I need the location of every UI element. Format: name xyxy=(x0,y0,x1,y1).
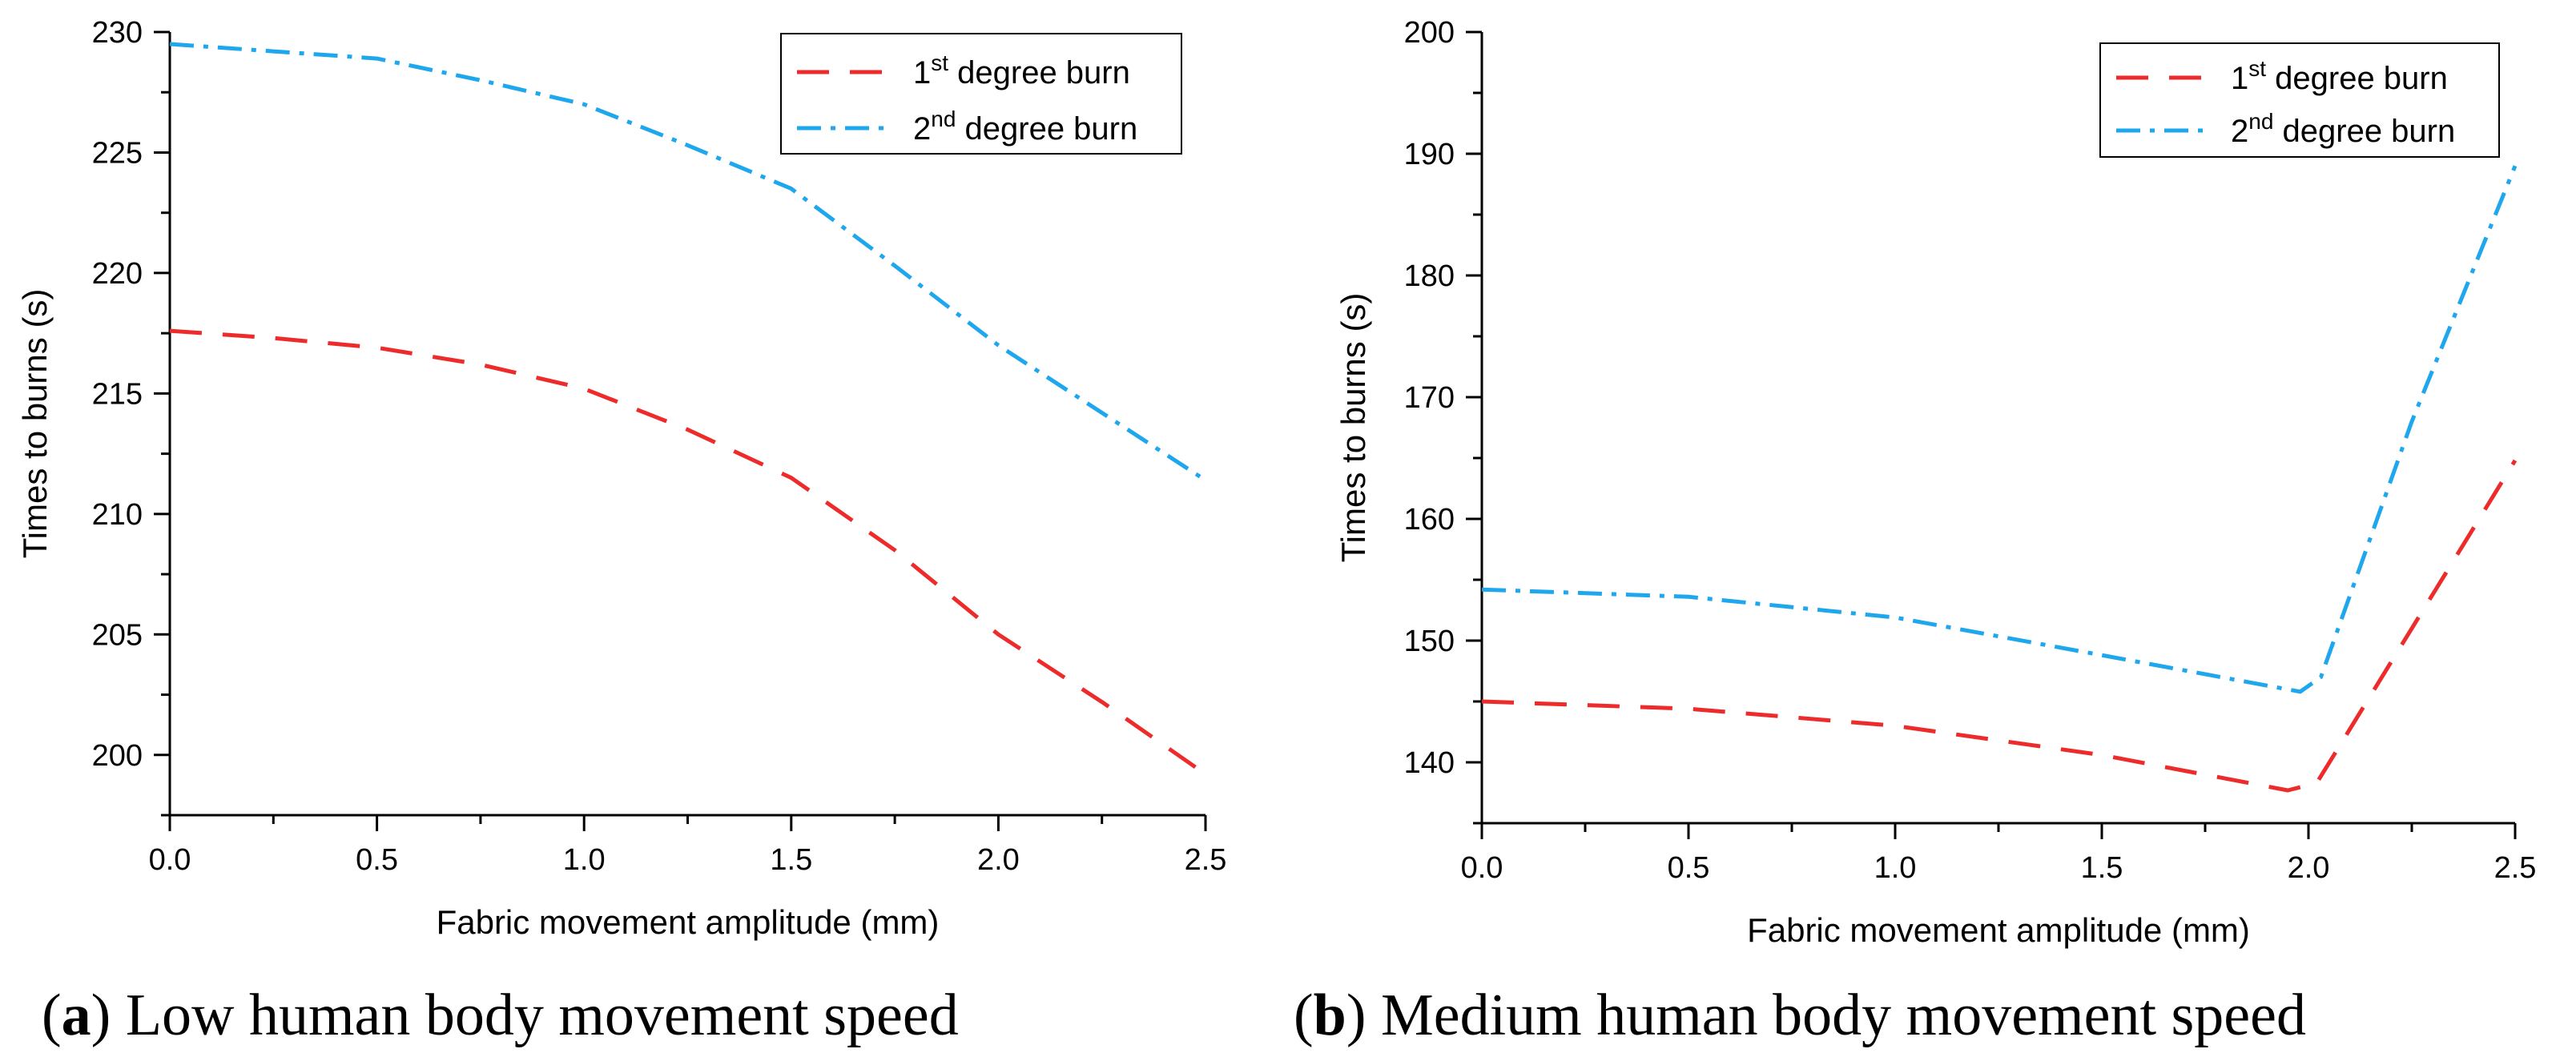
y-tick-label: 200 xyxy=(1404,16,1455,50)
x-tick-label: 1.0 xyxy=(1874,851,1917,885)
panel-caption: (b) Medium human body movement speed xyxy=(1294,983,2306,1048)
series-line-second-degree xyxy=(1481,165,2518,694)
x-tick-label: 1.0 xyxy=(563,843,606,877)
y-tick-label: 225 xyxy=(92,136,143,170)
legend-label-text: degree burn xyxy=(2273,114,2455,149)
legend-label-number: 1 xyxy=(913,55,931,90)
legend-box xyxy=(780,33,1182,155)
y-tick-label: 160 xyxy=(1404,503,1455,537)
caption-letter: a xyxy=(62,983,91,1048)
series-line-first-degree xyxy=(169,328,1207,776)
legend-label-superscript: st xyxy=(2248,56,2266,81)
legend-label-number: 2 xyxy=(2231,114,2248,149)
y-tick-label: 180 xyxy=(1404,259,1455,293)
x-tick-label: 0.5 xyxy=(1668,851,1710,885)
chart-panel-b: 0.0 0.5 1.0 1.5 2.0 2.5 140 150 160 170 180 190 200 F… xyxy=(1294,16,2536,1048)
x-tick-label: 1.5 xyxy=(2081,851,2123,885)
caption-paren-open: ( xyxy=(1294,983,1314,1048)
x-tick-label: 1.5 xyxy=(770,843,812,877)
x-axis-label: Fabric movement amplitude (mm) xyxy=(437,903,940,941)
caption-letter: b xyxy=(1314,983,1346,1048)
x-tick-label: 2.0 xyxy=(977,843,1020,877)
legend-label-number: 1 xyxy=(2231,61,2248,96)
x-tick-label: 2.5 xyxy=(1185,843,1227,877)
y-tick-label: 230 xyxy=(92,16,143,50)
chart-panel-a: 0.0 0.5 1.0 1.5 2.0 2.5 200 205 210 215 220 225 230 F… xyxy=(16,16,1226,1048)
legend-label: 2nd degree burn xyxy=(913,107,1137,147)
legend-label-superscript: st xyxy=(931,50,948,75)
y-tick-label: 210 xyxy=(92,498,143,532)
x-axis-label: Fabric movement amplitude (mm) xyxy=(1747,911,2250,949)
y-tick-label: 140 xyxy=(1404,746,1455,780)
y-tick-label: 205 xyxy=(92,618,143,652)
x-tick-label: 0.0 xyxy=(149,843,191,877)
y-tick-label: 170 xyxy=(1404,381,1455,415)
legend-label: 1st degree burn xyxy=(913,50,1130,90)
series-line-second-degree xyxy=(169,42,1207,482)
x-tick-label: 2.5 xyxy=(2494,851,2537,885)
y-tick-label: 220 xyxy=(92,257,143,291)
caption-text: Medium human body movement speed xyxy=(1366,983,2306,1048)
legend-label-superscript: nd xyxy=(931,107,956,131)
y-axis-label: Times to burns (s) xyxy=(1334,293,1372,563)
legend-label-text: degree burn xyxy=(956,111,1137,147)
y-axis-label: Times to burns (s) xyxy=(16,289,54,559)
legend-label-text: degree burn xyxy=(2266,61,2448,96)
caption-paren-close: ) xyxy=(91,983,111,1048)
caption-paren-open: ( xyxy=(42,983,62,1048)
legend-label: 1st degree burn xyxy=(2231,56,2448,96)
y-tick-label: 215 xyxy=(92,377,143,411)
y-tick-label: 190 xyxy=(1404,138,1455,171)
series-line-first-degree xyxy=(1481,459,2518,793)
panel-caption: (a) Low human body movement speed xyxy=(42,983,959,1048)
legend-label: 2nd degree burn xyxy=(2231,109,2455,149)
legend-box xyxy=(2099,42,2500,158)
y-tick-label: 200 xyxy=(92,739,143,773)
legend-label-text: degree burn xyxy=(948,55,1130,90)
x-tick-label: 0.0 xyxy=(1461,851,1503,885)
x-tick-label: 0.5 xyxy=(356,843,398,877)
caption-text: Low human body movement speed xyxy=(111,983,958,1048)
y-tick-label: 150 xyxy=(1404,625,1455,658)
legend-label-superscript: nd xyxy=(2248,109,2273,134)
caption-paren-close: ) xyxy=(1346,983,1366,1048)
legend-label-number: 2 xyxy=(913,111,931,147)
x-tick-label: 2.0 xyxy=(2288,851,2330,885)
